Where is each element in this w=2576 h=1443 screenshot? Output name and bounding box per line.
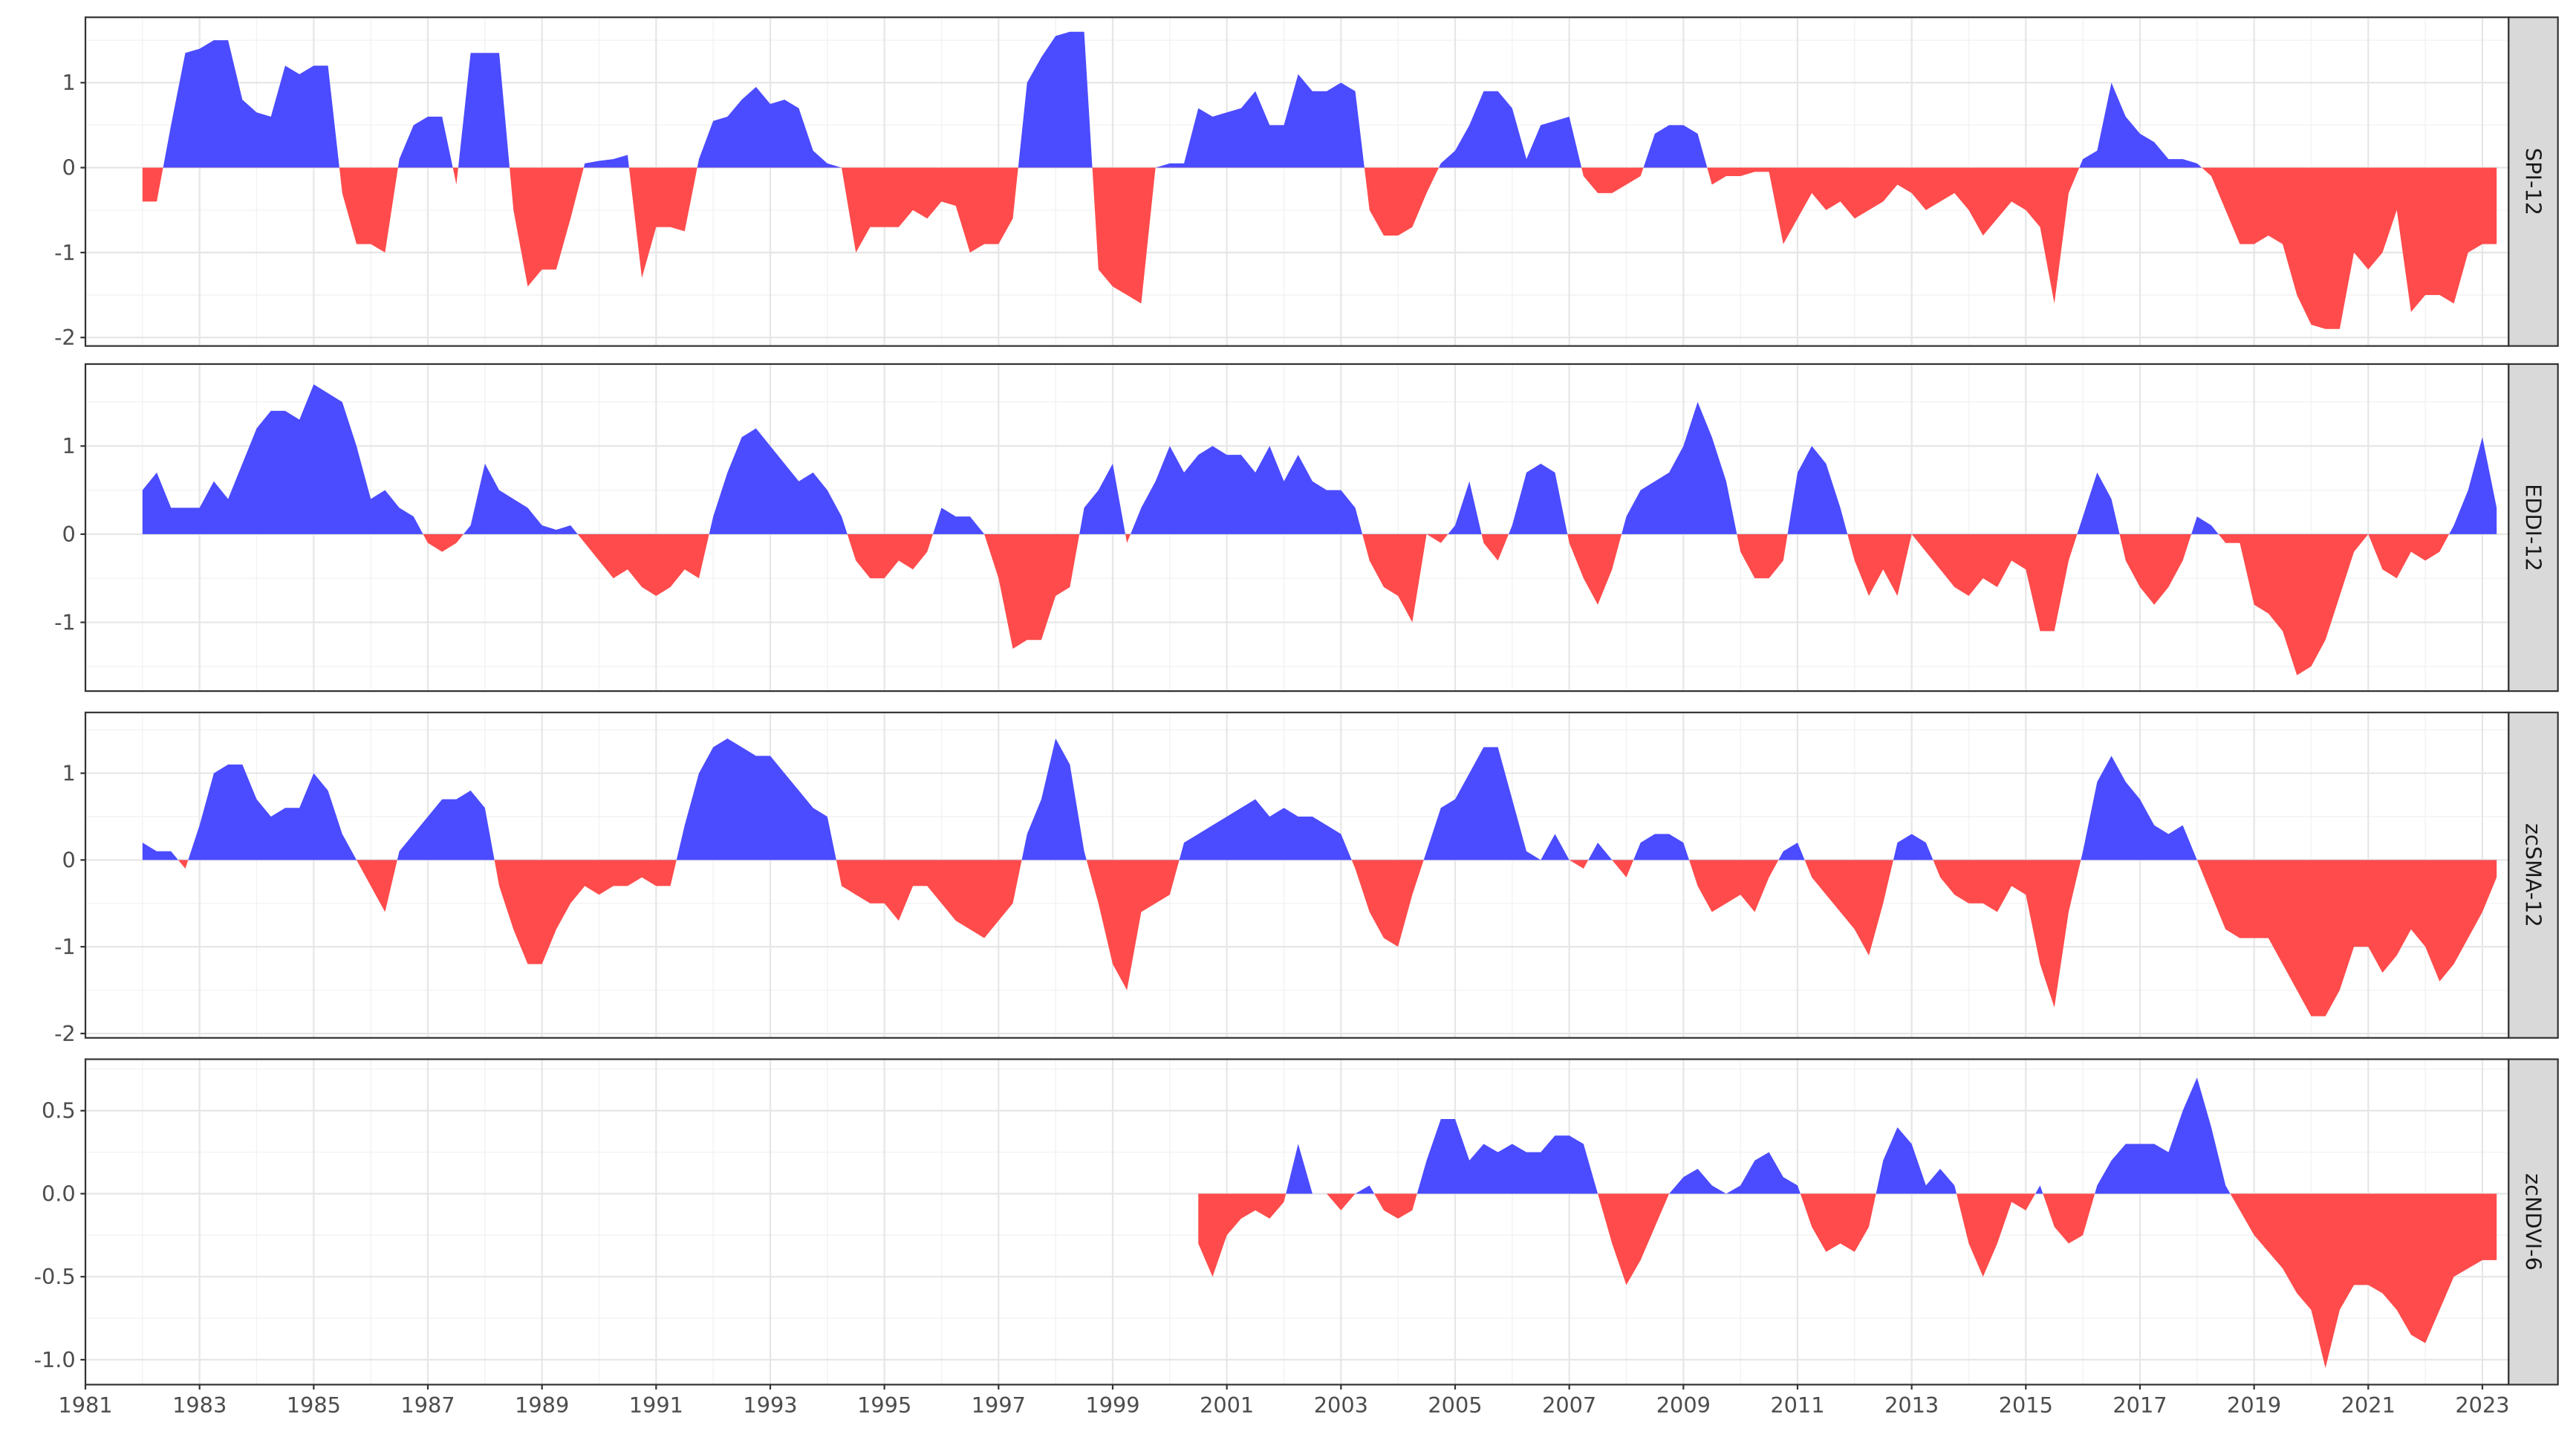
- panel-background: [85, 17, 2509, 346]
- x-tick-label: 2001: [1200, 1392, 1254, 1418]
- y-tick-label: 0: [62, 847, 75, 872]
- x-tick-label: 2009: [1656, 1392, 1711, 1418]
- x-tick-label: 1985: [287, 1392, 341, 1418]
- strip-label: zcSMA-12: [2520, 823, 2546, 927]
- x-tick-label: 2005: [1428, 1392, 1482, 1418]
- y-tick-label: -1: [54, 610, 76, 635]
- strip: [2508, 711, 2559, 1039]
- strip: [2508, 16, 2559, 347]
- area: [142, 31, 2497, 329]
- x-tick-label: 2015: [1999, 1392, 2053, 1418]
- x-tick-label: 2017: [2112, 1392, 2167, 1418]
- x-tick-label: 1997: [972, 1392, 1026, 1418]
- panel-background: [85, 1059, 2509, 1385]
- x-tick-label: 1983: [172, 1392, 227, 1418]
- x-tick-label: 2011: [1770, 1392, 1824, 1418]
- strip: [2508, 363, 2559, 693]
- y-tick-label: 0: [62, 155, 75, 181]
- area: [142, 384, 2497, 675]
- strip-label: EDDI-12: [2520, 484, 2546, 571]
- y-tick-label: 0: [62, 522, 75, 547]
- y-tick-label: -1: [54, 240, 76, 265]
- panel: 1 0 -1 -2 zcSMA-12: [54, 711, 2559, 1046]
- x-tick-label: 2007: [1542, 1392, 1596, 1418]
- x-tick-label: 2023: [2455, 1392, 2509, 1418]
- y-tick-label: 1: [62, 761, 75, 786]
- area: [1198, 1077, 2497, 1369]
- y-tick-label: 1: [62, 433, 75, 458]
- panel-background: [85, 712, 2509, 1038]
- x-tick-label: 2019: [2227, 1392, 2281, 1418]
- x-tick-label: 2021: [2341, 1392, 2396, 1418]
- strip-label: SPI-12: [2520, 148, 2546, 215]
- x-tick-label: 1995: [857, 1392, 911, 1418]
- y-tick-label: 0.5: [42, 1098, 76, 1123]
- y-tick-label: -1: [54, 934, 76, 959]
- y-tick-label: 0.0: [42, 1181, 76, 1206]
- x-tick-label: 1993: [743, 1392, 797, 1418]
- y-tick-label: -0.5: [34, 1264, 76, 1289]
- x-tick-label: 1987: [400, 1392, 455, 1418]
- x-tick-label: 1989: [515, 1392, 569, 1418]
- x-tick-label: 1991: [629, 1392, 683, 1418]
- y-tick-label: -1.0: [34, 1347, 76, 1372]
- panel: 1 0 -1 EDDI-12: [54, 363, 2559, 693]
- y-tick-label: -2: [54, 325, 76, 350]
- panel: 0.5 0.0 -0.5 -1.0 zcNDVI-6 1981 1983 1985 1987 19…: [34, 1058, 2559, 1418]
- area: [142, 738, 2497, 1016]
- y-tick-label: -2: [54, 1021, 76, 1046]
- strip-label: zcNDVI-6: [2520, 1173, 2546, 1271]
- strip: [2508, 1058, 2559, 1386]
- y-tick-label: 1: [62, 70, 75, 95]
- x-tick-label: 1981: [58, 1392, 112, 1418]
- x-tick-label: 1999: [1085, 1392, 1139, 1418]
- x-tick-label: 2003: [1314, 1392, 1368, 1418]
- x-tick-label: 2013: [1884, 1392, 1939, 1418]
- panel: 1 0 -1 -2 SPI-12: [54, 16, 2559, 350]
